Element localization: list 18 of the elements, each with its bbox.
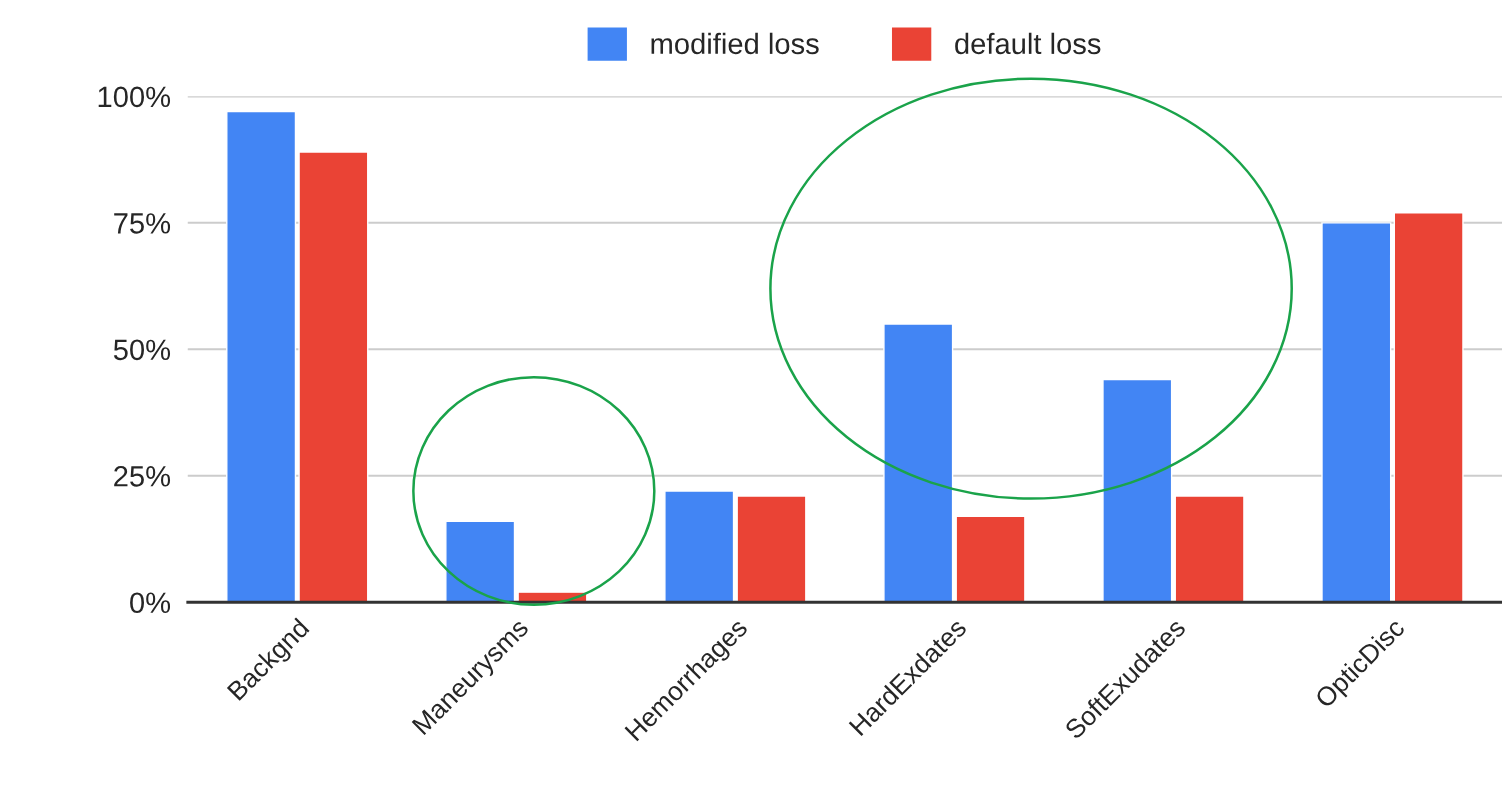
- bar: [226, 110, 297, 603]
- bar: [445, 520, 516, 603]
- bar: [1321, 222, 1392, 603]
- y-tick-label: 100%: [98, 86, 171, 108]
- bar: [955, 515, 1026, 603]
- bar: [298, 151, 369, 603]
- bar: [1174, 495, 1245, 603]
- y-tick-label: 25%: [114, 465, 171, 487]
- y-tick-label: 0%: [130, 592, 171, 614]
- legend-label: modified loss: [651, 32, 819, 55]
- bar: [1393, 212, 1464, 603]
- y-tick-label: 75%: [114, 213, 171, 234]
- bar: [736, 495, 807, 603]
- bar: [1102, 378, 1173, 603]
- bar: [883, 323, 954, 603]
- legend-label: default loss: [955, 32, 1101, 55]
- bar: [664, 490, 735, 603]
- y-tick-label: 50%: [113, 339, 171, 361]
